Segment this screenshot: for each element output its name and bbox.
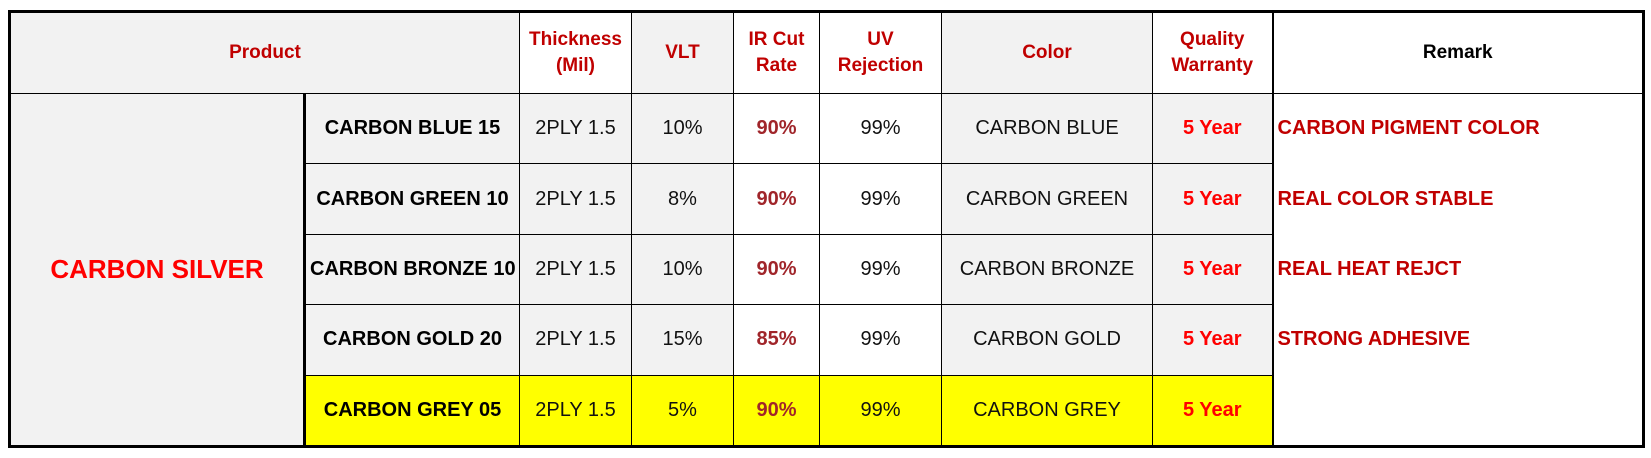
table-row: CARBON GREEN 10 2PLY 1.5 8% 90% 99% CARB… <box>10 163 1644 235</box>
remark-cell: REAL HEAT REJCT <box>1271 234 1644 305</box>
remark-cell <box>1271 375 1644 449</box>
header-quality-warranty: Quality Warranty <box>1152 11 1273 94</box>
product-name: CARBON GOLD 20 <box>304 304 520 376</box>
table-row: CARBON SILVER CARBON BLUE 15 2PLY 1.5 10… <box>9 92 1644 447</box>
product-name: CARBON GREEN 10 <box>304 163 520 235</box>
remark-cell: CARBON PIGMENT COLOR <box>1271 93 1644 164</box>
warranty-cell: 5 Year <box>1152 233 1273 306</box>
table-row-highlighted: CARBON GREY 05 2PLY 1.5 5% 90% 99% CARBO… <box>10 374 1644 449</box>
thickness-cell: 2PLY 1.5 <box>519 374 632 449</box>
thickness-cell: 2PLY 1.5 <box>519 304 632 376</box>
spec-table: Product Thickness (Mil) VLT IR Cut Rate UV… <box>8 10 1645 449</box>
warranty-cell: 5 Year <box>1152 92 1273 165</box>
table-row: CARBON BRONZE 10 2PLY 1.5 10% 90% 99% CA… <box>10 233 1644 306</box>
product-name: CARBON BRONZE 10 <box>304 233 520 306</box>
product-name: CARBON BLUE 15 <box>304 92 520 165</box>
header-ir-cut-rate: IR Cut Rate <box>733 11 820 94</box>
color-cell: CARBON GOLD <box>941 304 1153 376</box>
thickness-cell: 2PLY 1.5 <box>519 163 632 235</box>
uv-rejection-cell: 99% <box>819 163 942 235</box>
header-vlt: VLT <box>631 11 734 94</box>
table-row: CARBON GOLD 20 2PLY 1.5 15% 85% 99% CARB… <box>10 304 1644 376</box>
uv-rejection-cell: 99% <box>819 92 942 165</box>
warranty-cell: 5 Year <box>1152 304 1273 376</box>
vlt-cell: 10% <box>631 233 734 306</box>
warranty-cell: 5 Year <box>1152 163 1273 235</box>
ir-cut-cell: 90% <box>733 233 820 306</box>
color-cell: CARBON BLUE <box>941 92 1153 165</box>
ir-cut-cell: 85% <box>733 304 820 376</box>
group-label: CARBON SILVER <box>9 93 306 447</box>
product-name: CARBON GREY 05 <box>303 374 520 449</box>
header-row: Product Thickness (Mil) VLT IR Cut Rate UV… <box>9 11 1644 94</box>
thickness-cell: 2PLY 1.5 <box>519 92 632 165</box>
vlt-cell: 10% <box>631 92 734 165</box>
thickness-cell: 2PLY 1.5 <box>519 233 632 306</box>
uv-rejection-cell: 99% <box>819 304 942 376</box>
remark-cell: REAL COLOR STABLE <box>1271 163 1644 235</box>
ir-cut-cell: 90% <box>733 163 820 235</box>
header-color: Color <box>941 11 1153 94</box>
remark-cell: STRONG ADHESIVE <box>1271 304 1644 376</box>
header-remark: Remark <box>1271 11 1644 94</box>
warranty-cell: 5 Year <box>1152 374 1274 449</box>
header-product: Product <box>9 11 520 94</box>
vlt-cell: 8% <box>631 163 734 235</box>
vlt-cell: 5% <box>631 374 734 449</box>
ir-cut-cell: 90% <box>733 374 820 449</box>
uv-rejection-cell: 99% <box>819 233 942 306</box>
color-cell: CARBON GREY <box>941 374 1153 449</box>
header-uv-rejection: UV Rejection <box>819 11 942 94</box>
uv-rejection-cell: 99% <box>819 374 942 449</box>
color-cell: CARBON BRONZE <box>941 233 1153 306</box>
color-cell: CARBON GREEN <box>941 163 1153 235</box>
ir-cut-cell: 90% <box>733 92 820 165</box>
header-thickness: Thickness (Mil) <box>519 11 632 94</box>
vlt-cell: 15% <box>631 304 734 376</box>
